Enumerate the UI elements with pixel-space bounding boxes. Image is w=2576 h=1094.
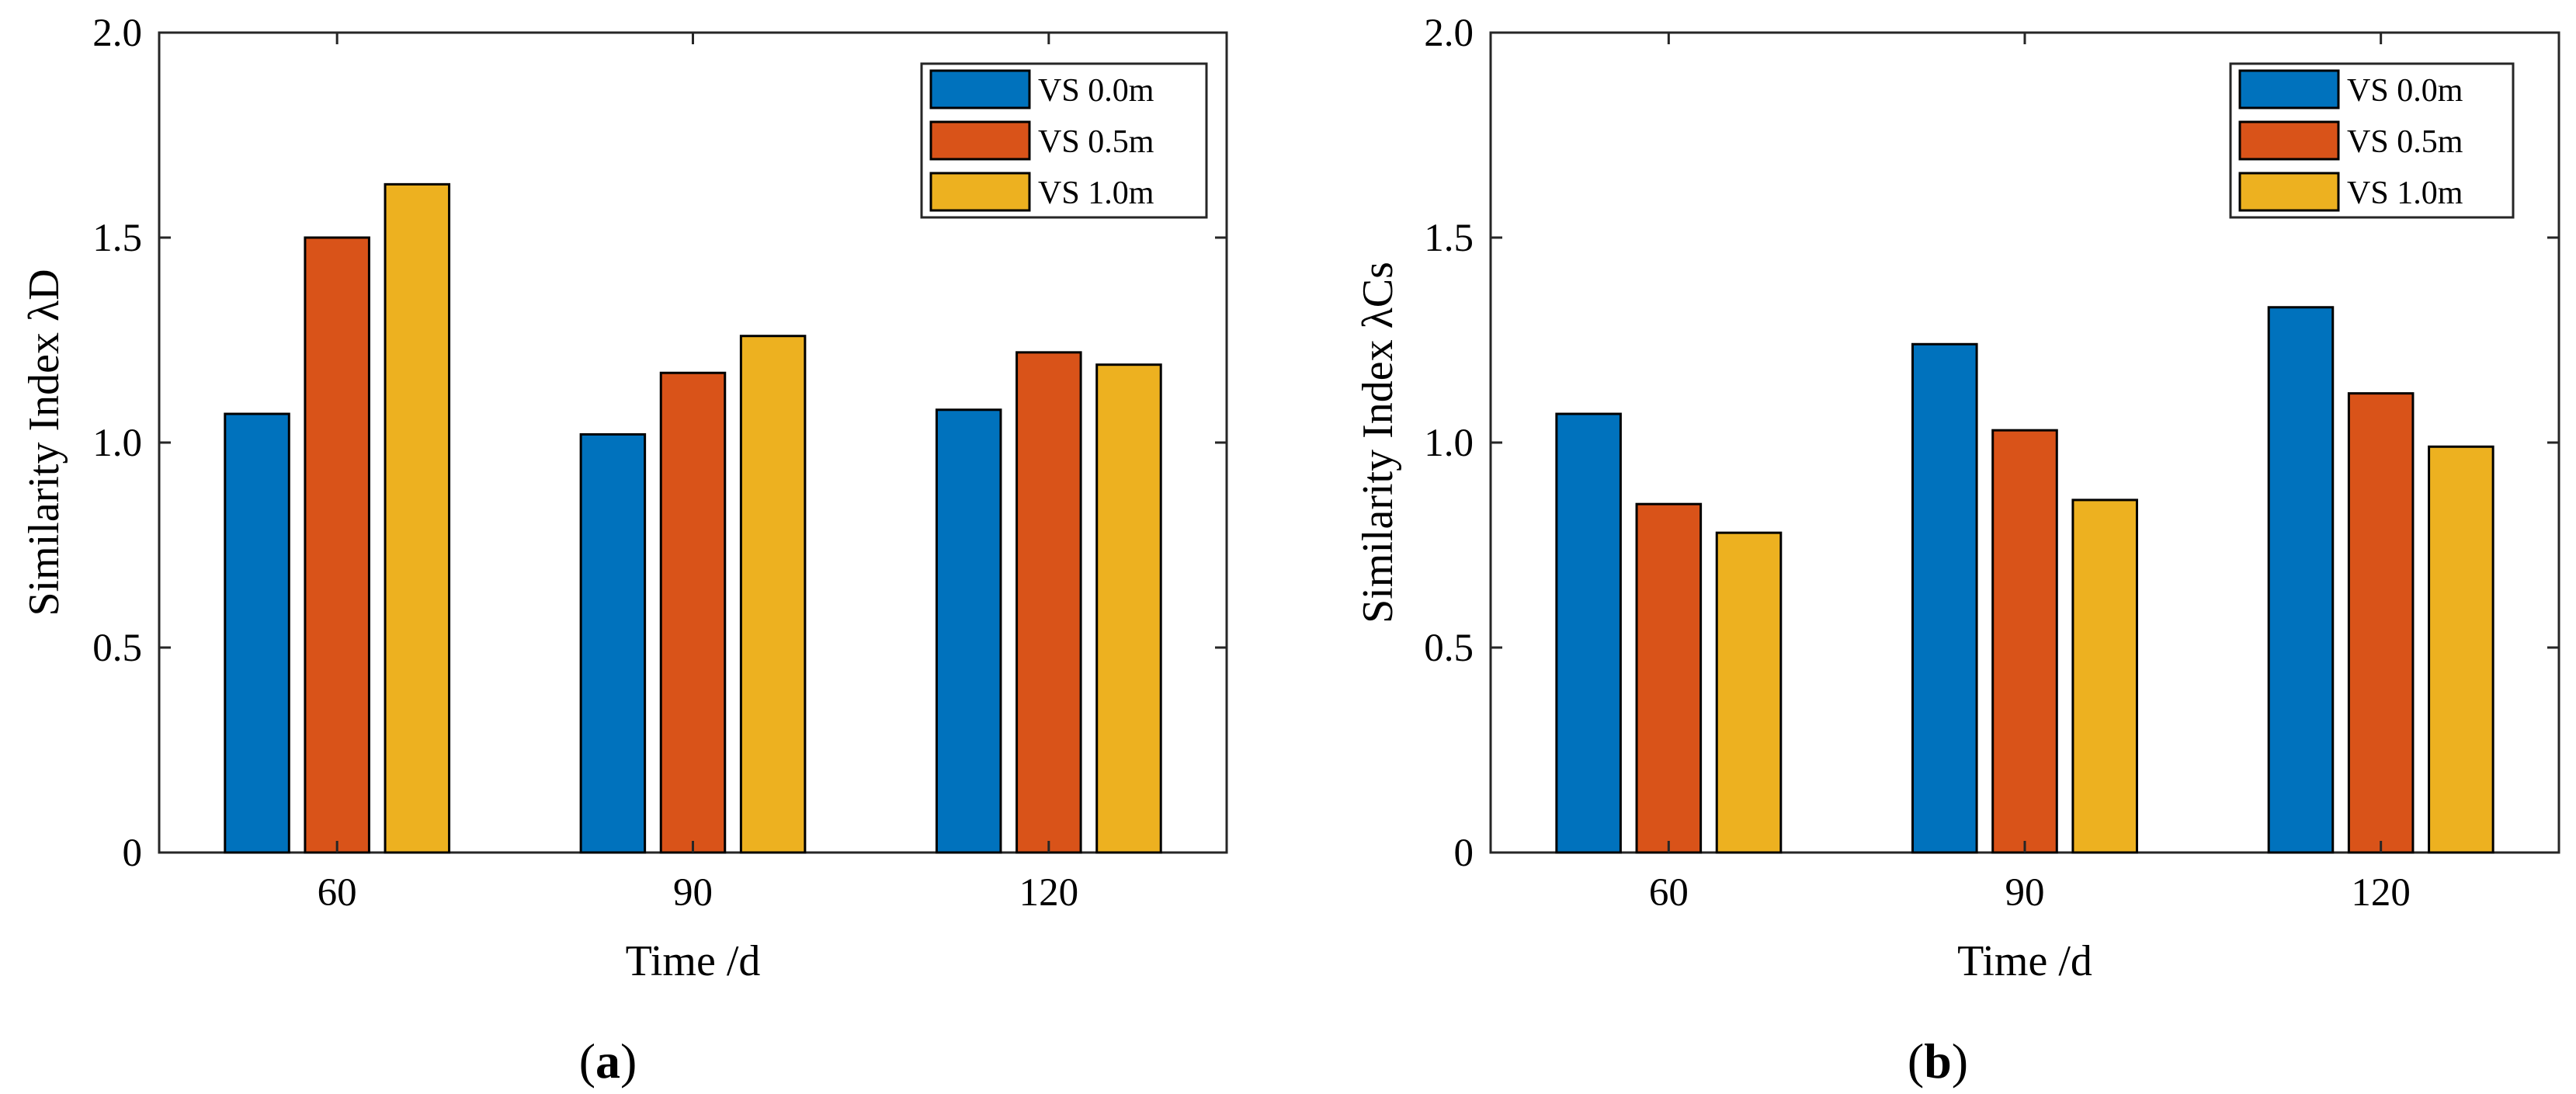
y-axis-title: Similarity Index λD [20, 269, 68, 616]
legend: VS 0.0m VS 0.5m VS 1.0m [920, 62, 1208, 219]
x-axis-title: Time /d [1957, 937, 2092, 985]
legend-swatch [929, 120, 1031, 161]
bar-vs-1-0m-60 [384, 182, 451, 854]
y-tick-label: 0 [1454, 832, 1474, 875]
x-tick-label: 120 [1019, 871, 1079, 915]
bar-vs-0-0m-120 [2267, 306, 2335, 854]
legend-label: VS 0.5m [2347, 124, 2463, 160]
legend-label: VS 1.0m [2347, 175, 2463, 211]
y-tick-label: 0 [123, 832, 143, 875]
bar-vs-0-0m-90 [1911, 342, 1978, 854]
panel-caption: (b) [1908, 1033, 1968, 1089]
x-tick-label: 90 [673, 871, 713, 915]
bar-vs-0-0m-60 [224, 412, 290, 854]
bar-vs-0-0m-90 [579, 432, 647, 854]
legend-label: VS 0.0m [2347, 73, 2463, 109]
panel-caption: (a) [579, 1033, 637, 1089]
panel-a: 0 0.5 1.0 1.5 2.0 60 90 120 Time /d Similarity In… [20, 12, 1228, 1089]
bar-vs-0-5m-120 [2347, 392, 2415, 854]
legend: VS 0.0m VS 0.5m VS 1.0m [2229, 62, 2515, 219]
y-tick-label: 2.0 [1424, 12, 1474, 55]
x-axis-title: Time /d [626, 937, 761, 985]
y-tick-label: 1.5 [1424, 217, 1474, 260]
y-axis-title: Similarity Index λCs [1354, 262, 1402, 623]
x-tick-label: 60 [318, 871, 357, 915]
y-tick-label: 1.0 [1424, 422, 1474, 465]
panel-b: 0 0.5 1.0 1.5 2.0 60 90 120 Time /d Similarity In… [1354, 12, 2560, 1089]
x-tick-label: 90 [2005, 871, 2045, 915]
bar-vs-0-5m-60 [304, 236, 370, 854]
legend-label: VS 0.0m [1038, 73, 1154, 109]
y-tick-label: 0.5 [1424, 627, 1474, 670]
legend-swatch [929, 172, 1031, 212]
bars [224, 182, 1162, 854]
legend-swatch [2238, 120, 2340, 161]
y-tick-label: 1.5 [92, 217, 142, 260]
bar-vs-0-5m-60 [1635, 502, 1703, 854]
legend-swatch [929, 69, 1031, 109]
bar-vs-1-0m-120 [2428, 445, 2494, 854]
bar-vs-0-5m-90 [659, 371, 727, 854]
bar-vs-0-0m-120 [935, 408, 1002, 854]
bar-vs-0-0m-60 [1555, 412, 1622, 854]
bar-vs-1-0m-90 [739, 335, 807, 854]
bar-vs-0-5m-90 [1991, 429, 2058, 854]
legend-label: VS 0.5m [1038, 124, 1154, 160]
y-tick-label: 2.0 [92, 12, 142, 55]
y-tick-label: 0.5 [92, 627, 142, 670]
legend-swatch [2238, 172, 2340, 212]
bar-vs-1-0m-120 [1095, 363, 1162, 854]
bar-vs-0-5m-120 [1015, 351, 1082, 854]
y-tick-label: 1.0 [92, 422, 142, 465]
bars [1555, 306, 2494, 854]
bar-vs-1-0m-90 [2071, 498, 2138, 854]
x-tick-label: 120 [2351, 871, 2411, 915]
bar-vs-1-0m-60 [1715, 531, 1783, 854]
x-tick-label: 60 [1649, 871, 1689, 915]
legend-label: VS 1.0m [1038, 175, 1154, 211]
legend-swatch [2238, 69, 2340, 109]
